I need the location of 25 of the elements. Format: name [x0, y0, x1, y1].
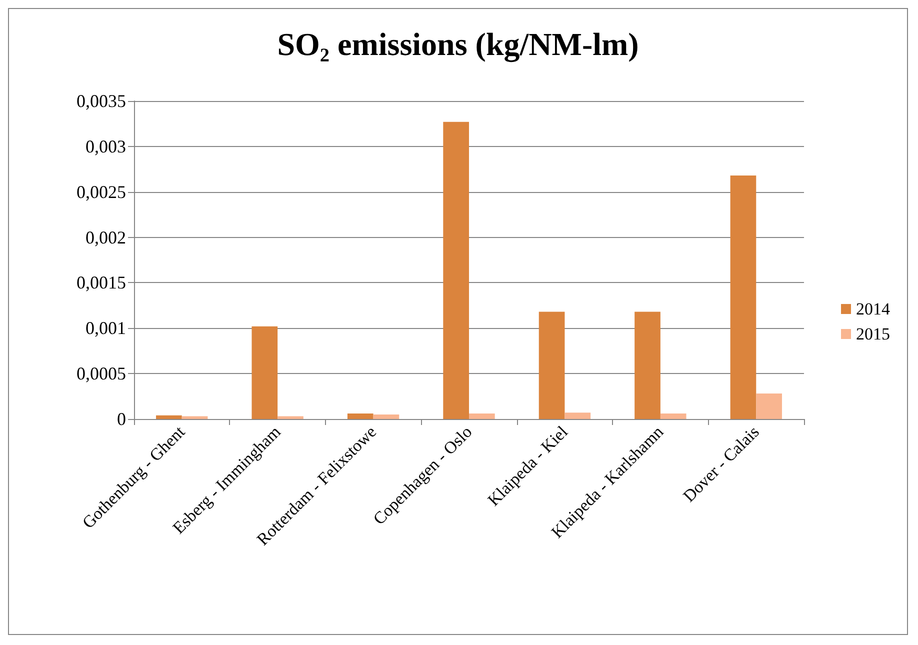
bar [347, 414, 374, 419]
bar [443, 122, 469, 419]
y-tick-label: 0 [117, 409, 126, 429]
bar [373, 414, 400, 419]
y-tick-label: 0,002 [86, 227, 126, 248]
legend-label: 2014 [856, 300, 890, 318]
bar [469, 414, 495, 419]
bar [156, 415, 182, 419]
bar [564, 412, 591, 419]
bar [730, 176, 756, 419]
y-tick-label: 0,0005 [76, 364, 126, 384]
y-tick-label: 0,001 [86, 318, 126, 338]
y-tick-label: 0,0035 [76, 91, 126, 111]
bar [252, 326, 278, 419]
bar [634, 312, 660, 419]
y-tick-label: 0,0025 [76, 182, 126, 202]
bar [660, 414, 686, 419]
legend-label: 2015 [856, 324, 890, 344]
bar [182, 416, 208, 419]
y-tick-label: 0,003 [86, 136, 126, 156]
bar [756, 394, 782, 419]
bar [538, 312, 565, 419]
chart-title: SO₂ emissions (kg/NM-lm) [277, 26, 639, 63]
bar [278, 416, 304, 419]
y-tick-label: 0,0015 [76, 272, 126, 293]
